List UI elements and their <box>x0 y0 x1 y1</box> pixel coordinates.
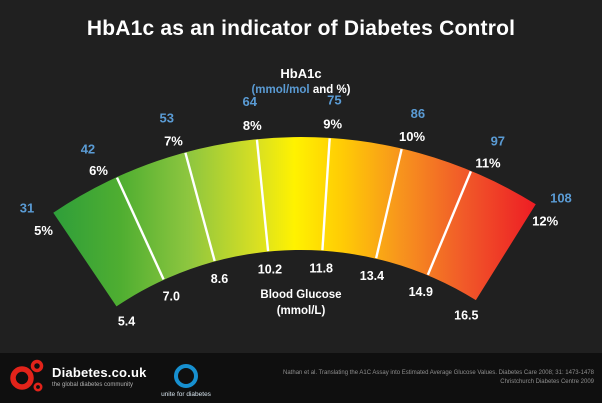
citation-line1: Nathan et al. Translating the A1C Assay … <box>283 369 594 376</box>
footer: Diabetes.co.uk the global diabetes commu… <box>0 353 602 403</box>
gauge-tick-line <box>321 138 331 251</box>
inner-axis-title-line1: Blood Glucose <box>260 289 342 301</box>
brand-name: Diabetes.co.uk <box>52 364 147 380</box>
brand-text-group: Diabetes.co.uk the global diabetes commu… <box>52 365 147 388</box>
tick-label-percent: 10% <box>399 129 425 144</box>
gauge-subtitle-unit: (mmol/mol <box>251 84 310 96</box>
tick-label-mmol: 108 <box>550 191 572 206</box>
citation: Nathan et al. Translating the A1C Assay … <box>283 369 594 388</box>
brand-logo-group: Diabetes.co.uk the global diabetes commu… <box>8 356 147 396</box>
gauge-subtitle: (mmol/mol and %) <box>0 84 602 96</box>
tick-label-mmol: 42 <box>81 141 95 156</box>
gauge-tick-line <box>184 152 216 262</box>
diabetes-couk-logo-icon <box>10 359 44 392</box>
brand-ring-small <box>33 382 43 392</box>
brand-tagline: the global diabetes community <box>52 381 134 388</box>
tick-label-percent: 11% <box>475 156 501 171</box>
tick-label-glucose: 13.4 <box>360 269 384 283</box>
tick-label-mmol: 86 <box>411 106 425 121</box>
citation-line2: Christchurch Diabetes Centre 2009 <box>500 379 594 386</box>
tick-label-percent: 8% <box>243 118 262 133</box>
tick-label-glucose: 10.2 <box>258 263 282 277</box>
gauge-tick-line <box>115 177 165 280</box>
tick-label-percent: 9% <box>323 117 342 132</box>
tick-label-percent: 5% <box>34 223 53 238</box>
gauge-tick-line <box>374 148 403 259</box>
page-title: HbA1c as an indicator of Diabetes Contro… <box>86 17 516 40</box>
tick-label-glucose: 11.8 <box>309 262 333 276</box>
gauge-band <box>53 137 536 307</box>
unite-label: unite for diabetes <box>161 391 211 398</box>
tick-label-mmol: 53 <box>160 111 174 126</box>
unite-circle-icon <box>174 364 198 388</box>
tick-label-mmol: 64 <box>243 94 258 109</box>
gauge-heading: HbA1c <box>280 66 322 81</box>
tick-label-percent: 7% <box>164 134 183 149</box>
inner-axis-title-line2: (mmol/L) <box>276 305 326 318</box>
tick-label-percent: 12% <box>532 214 558 229</box>
tick-label-glucose: 8.6 <box>211 272 228 286</box>
gauge-tick-line <box>426 170 472 276</box>
brand-ring-medium <box>30 359 44 373</box>
brand-ring-large <box>10 366 34 390</box>
tick-label-mmol: 31 <box>20 201 34 216</box>
gauge-tick-line <box>255 139 270 252</box>
gauge-subtitle-percent: and %) <box>312 84 351 96</box>
tick-label-percent: 6% <box>89 163 108 178</box>
unite-logo-group: unite for diabetes <box>156 364 216 398</box>
tick-label-mmol: 97 <box>491 134 505 149</box>
inner-axis-title: Blood Glucose (mmol/L) <box>0 287 602 319</box>
